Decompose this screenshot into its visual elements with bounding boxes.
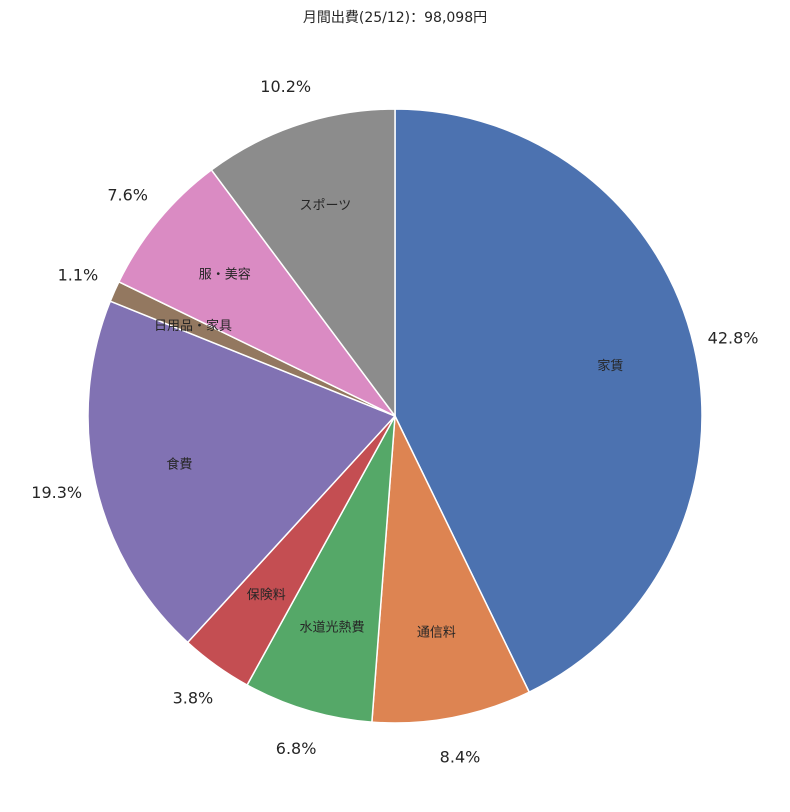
- slice-category-label: 水道光熱費: [299, 620, 364, 635]
- pie-slices: [87, 108, 703, 724]
- pie-slice-2: [371, 415, 530, 724]
- slice-category-label: 通信料: [417, 626, 456, 641]
- slice-percentage-label: 10.2%: [260, 77, 311, 96]
- chart-title: 月間出費(25/12)：98,098円: [303, 10, 487, 26]
- slice-percentage-label: 19.3%: [31, 483, 82, 502]
- slice-category-label: 家賃: [597, 358, 623, 374]
- slice-percentage-label: 42.8%: [708, 329, 759, 348]
- pie-slice-1: [394, 108, 703, 693]
- slice-percentage-label: 8.4%: [440, 747, 481, 766]
- pie-slice-8: [210, 108, 396, 417]
- pie-slice-7: [118, 169, 396, 417]
- slice-percentage-label: 3.8%: [173, 688, 214, 707]
- slice-percentage-label: 7.6%: [107, 185, 148, 204]
- slice-category-label: 食費: [166, 456, 192, 472]
- slice-percentage-label: 6.8%: [276, 739, 317, 758]
- slice-percentage-label: 1.1%: [58, 266, 99, 285]
- percentage-labels: 42.8% 8.4% 6.8% 3.8% 19.3% 1.1% 7.6% 10.2%: [31, 77, 758, 766]
- slice-category-label: スポーツ: [300, 199, 352, 214]
- slice-category-label: 服・美容: [199, 267, 251, 283]
- pie-slice-3: [246, 415, 396, 723]
- pie-slice-5: [87, 300, 396, 644]
- slice-category-label: 日用品・家具: [154, 318, 232, 334]
- slice-category-label: 保険料: [247, 588, 286, 603]
